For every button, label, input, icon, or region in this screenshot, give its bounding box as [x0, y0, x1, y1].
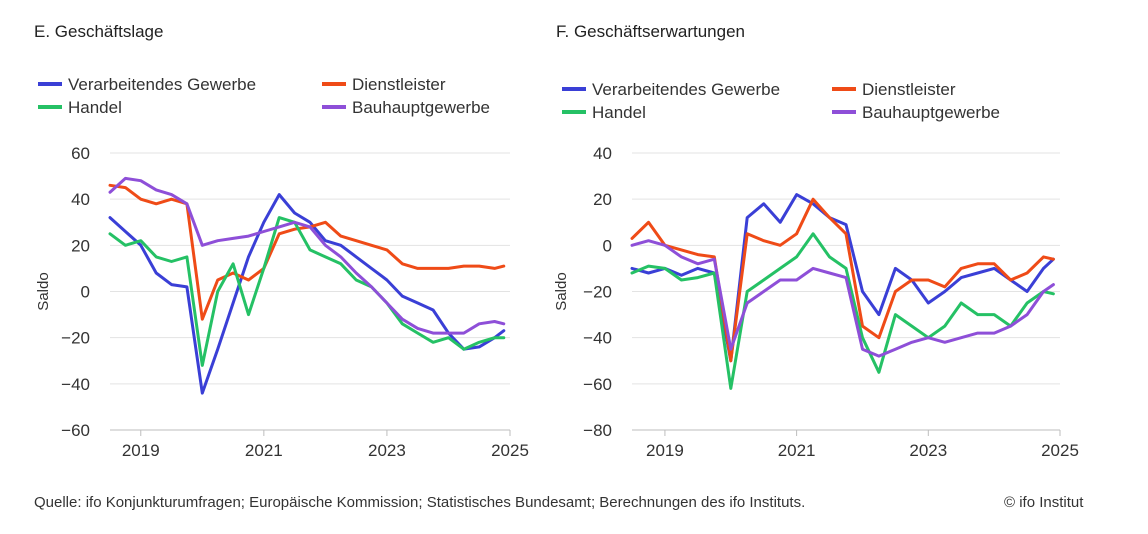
y-tick-label: 60: [71, 144, 90, 163]
series-line-verarbeitendes: [630, 193, 1055, 363]
chart-panel-geschaeftslage: E. Geschäftslage 60 40 20 0 −20 −40 −60 2019 202…: [0, 0, 560, 480]
y-tick-label: 20: [71, 236, 90, 255]
y-axis-label: Saldo: [553, 272, 570, 310]
chart-panel-geschaeftserwartungen: F. Geschäftserwartungen 40 20 0 −20 −40 −60 −8…: [548, 0, 1148, 480]
y-axis-label: Saldo: [35, 272, 52, 310]
series-line-dienstleister: [630, 197, 1055, 363]
x-tick-label: 2023: [909, 441, 947, 460]
chart-geschaeftslage: 60 40 20 0 −20 −40 −60 2019 2021 2023 2025 Saldo Ver…: [35, 75, 529, 460]
y-tick-label: 20: [593, 190, 612, 209]
legend-entry: Bauhauptgewerbe: [352, 98, 490, 117]
y-tick-label: 0: [603, 236, 612, 255]
x-tick-label: 2025: [491, 441, 529, 460]
chart-title: E. Geschäftslage: [34, 22, 164, 41]
y-tick-label: −60: [583, 375, 612, 394]
legend-entry: Bauhauptgewerbe: [862, 103, 1000, 122]
chart-title: F. Geschäftserwartungen: [556, 22, 745, 41]
x-tick-label: 2023: [368, 441, 406, 460]
x-tick-label: 2021: [778, 441, 816, 460]
x-tick-label: 2019: [646, 441, 684, 460]
y-tick-label: 40: [71, 190, 90, 209]
y-tick-label: −40: [583, 329, 612, 348]
series-line-handel: [630, 232, 1055, 390]
source-note: Quelle: ifo Konjunkturumfragen; Europäis…: [34, 494, 806, 511]
series-line-bau: [108, 176, 506, 335]
legend-entry: Dienstleister: [352, 75, 446, 94]
y-tick-label: −40: [61, 375, 90, 394]
x-tick-label: 2021: [245, 441, 283, 460]
legend-entry: Verarbeitendes Gewerbe: [592, 80, 780, 99]
series-line-verarbeitendes: [108, 193, 506, 395]
legend-entry: Dienstleister: [862, 80, 956, 99]
x-tick-label: 2025: [1041, 441, 1079, 460]
series-line-handel: [108, 216, 506, 367]
legend-entry: Handel: [68, 98, 122, 117]
y-tick-label: −80: [583, 421, 612, 440]
y-tick-label: 0: [81, 283, 90, 302]
chart-geschaeftserwartungen: 40 20 0 −20 −40 −60 −80 2019 2021 2023 2025 Saldo Ve…: [553, 80, 1079, 460]
y-tick-label: −20: [583, 283, 612, 302]
legend-entry: Handel: [592, 103, 646, 122]
series-line-dienstleister: [108, 183, 506, 321]
copyright-note: © ifo Institut: [1004, 494, 1084, 511]
y-tick-label: 40: [593, 144, 612, 163]
y-tick-label: −20: [61, 329, 90, 348]
x-tick-label: 2019: [122, 441, 160, 460]
legend-entry: Verarbeitendes Gewerbe: [68, 75, 256, 94]
y-tick-label: −60: [61, 421, 90, 440]
series-line-bau: [630, 239, 1055, 358]
